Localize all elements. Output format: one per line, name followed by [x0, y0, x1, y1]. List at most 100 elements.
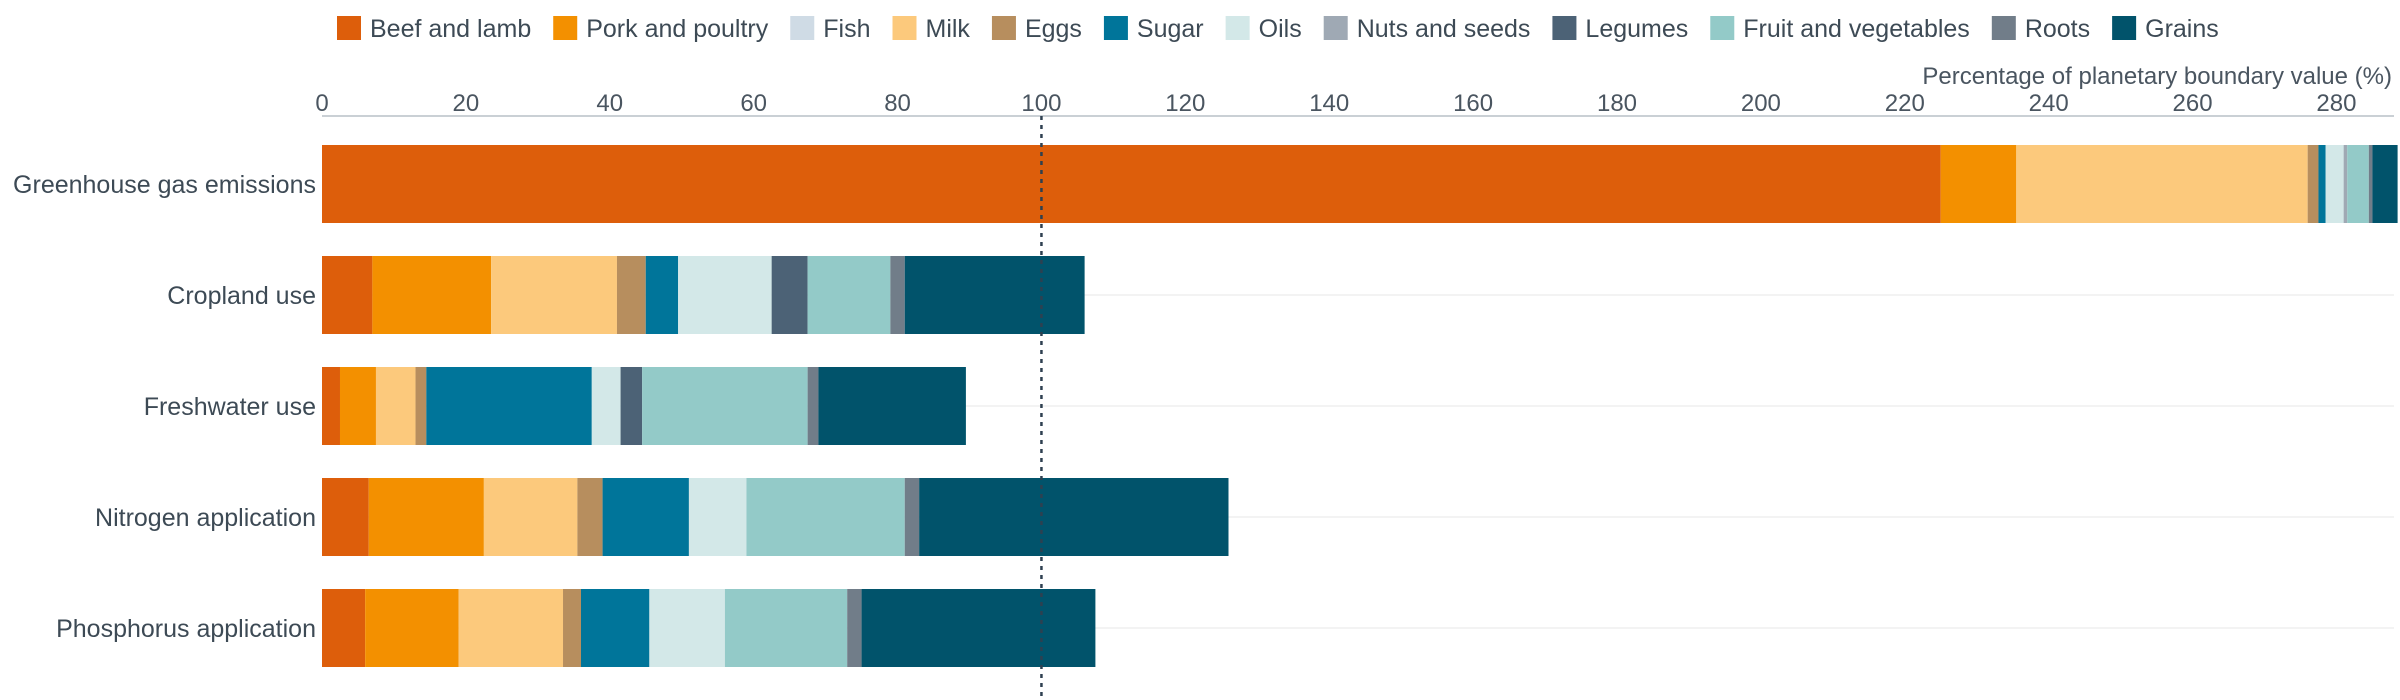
category-label: Phosphorus application — [56, 615, 316, 643]
bar-segment-roots — [807, 367, 819, 445]
bar-segment-eggs — [415, 367, 427, 445]
bar-segment-beef-and-lamb — [322, 478, 369, 556]
legend-swatch-oils — [1225, 16, 1250, 40]
bar-segment-milk — [2016, 145, 2308, 223]
x-tick-label: 0 — [315, 90, 328, 117]
bar-segment-roots — [847, 589, 862, 667]
bar-segment-oils — [678, 256, 772, 334]
bar-segment-roots — [2368, 145, 2373, 223]
legend-label: Milk — [926, 15, 971, 43]
legend-label: Nuts and seeds — [1357, 15, 1531, 43]
bar-segment-legumes — [620, 367, 643, 445]
legend-label: Eggs — [1025, 15, 1082, 43]
bar-segment-milk — [375, 367, 416, 445]
legend-label: Legumes — [1585, 15, 1688, 43]
bar-group-nitrogen-application — [322, 478, 1229, 556]
legend-item-legumes[interactable]: Legumes — [1552, 15, 1688, 43]
bar-segment-pork-and-poultry — [339, 367, 376, 445]
legend-label: Beef and lamb — [370, 15, 531, 43]
bar-segment-pork-and-poultry — [365, 589, 459, 667]
bar-segment-legumes — [771, 256, 808, 334]
x-tick-label: 40 — [596, 90, 623, 117]
bar-segment-pork-and-poultry — [368, 478, 484, 556]
legend-item-eggs[interactable]: Eggs — [991, 15, 1082, 43]
x-tick-label: 180 — [1597, 90, 1637, 117]
legend-swatch-nuts-and-seeds — [1323, 16, 1348, 40]
legend-item-oils[interactable]: Oils — [1225, 15, 1302, 43]
bar-segment-roots — [890, 256, 905, 334]
bar-segment-grains — [861, 589, 1096, 667]
x-axis-title: Percentage of planetary boundary value (… — [1922, 63, 2392, 90]
legend-item-pork-and-poultry[interactable]: Pork and poultry — [553, 15, 769, 43]
legend-swatch-sugar — [1103, 16, 1128, 40]
gridlines — [322, 294, 2394, 629]
x-tick-label: 200 — [1741, 90, 1781, 117]
legend-swatch-fish — [790, 16, 815, 40]
legend-item-fruit-and-vegetables[interactable]: Fruit and vegetables — [1710, 15, 1970, 43]
bar-segment-beef-and-lamb — [322, 256, 373, 334]
bar-segment-beef-and-lamb — [322, 145, 1941, 223]
bar-segment-fruit-and-vegetables — [642, 367, 808, 445]
bar-segment-sugar — [602, 478, 689, 556]
x-tick-label: 260 — [2173, 90, 2213, 117]
legend-swatch-grains — [2112, 16, 2137, 40]
bar-segment-eggs — [577, 478, 603, 556]
bar-segment-nuts-and-seeds — [2343, 145, 2348, 223]
bar-segment-eggs — [563, 589, 581, 667]
legend-label: Grains — [2145, 15, 2219, 43]
legend-label: Oils — [1259, 15, 1302, 43]
bar-segment-oils — [2325, 145, 2344, 223]
x-axis: 0 20 40 60 80 100 120 140 160 180 200 220 240 260 280P… — [315, 63, 2394, 117]
legend-label: Fruit and vegetables — [1743, 15, 1970, 43]
category-label: Nitrogen application — [95, 504, 316, 532]
category-label: Freshwater use — [144, 393, 316, 421]
bar-segment-beef-and-lamb — [322, 589, 366, 667]
bar-segment-grains — [904, 256, 1085, 334]
bar-segment-pork-and-poultry — [1940, 145, 2017, 223]
legend-item-sugar[interactable]: Sugar — [1103, 15, 1204, 43]
legend-item-nuts-and-seeds[interactable]: Nuts and seeds — [1323, 15, 1531, 43]
category-labels: Greenhouse gas emissions Cropland use Fres… — [13, 171, 316, 643]
legend-item-milk[interactable]: Milk — [892, 15, 971, 43]
legend-swatch-roots — [1991, 16, 2016, 40]
legend-label: Roots — [2025, 15, 2090, 43]
bars — [322, 145, 2398, 667]
bar-segment-fruit-and-vegetables — [807, 256, 891, 334]
legend-item-beef-and-lamb[interactable]: Beef and lamb — [337, 15, 531, 43]
x-tick-label: 240 — [2029, 90, 2069, 117]
legend-item-roots[interactable]: Roots — [1991, 15, 2090, 43]
legend-swatch-beef-and-lamb — [337, 16, 361, 40]
x-tick-label: 140 — [1309, 90, 1349, 117]
bar-segment-sugar — [581, 589, 650, 667]
x-tick-label: 100 — [1021, 90, 1061, 117]
bar-segment-roots — [904, 478, 920, 556]
bar-segment-sugar — [645, 256, 679, 334]
x-tick-label: 20 — [453, 90, 480, 117]
bar-group-cropland-use — [322, 256, 1085, 334]
legend-label: Pork and poultry — [586, 15, 769, 43]
bar-segment-grains — [818, 367, 966, 445]
legend-label: Fish — [823, 15, 870, 43]
x-tick-label: 160 — [1453, 90, 1493, 117]
x-tick-label: 120 — [1165, 90, 1205, 117]
bar-segment-fruit-and-vegetables — [2347, 145, 2369, 223]
legend-swatch-milk — [892, 16, 917, 40]
legend-item-grains[interactable]: Grains — [2112, 15, 2219, 43]
bar-segment-oils — [591, 367, 621, 445]
legend-item-fish[interactable]: Fish — [790, 15, 871, 43]
bar-group-phosphorus-application — [322, 589, 1096, 667]
bar-segment-milk — [491, 256, 617, 334]
legend-swatch-legumes — [1552, 16, 1577, 40]
bar-segment-grains — [919, 478, 1229, 556]
legend-swatch-pork-and-poultry — [553, 16, 578, 40]
bar-segment-pork-and-poultry — [372, 256, 492, 334]
bar-segment-sugar — [2318, 145, 2326, 223]
x-tick-label: 60 — [740, 90, 767, 117]
bar-segment-eggs — [616, 256, 646, 334]
legend-swatch-eggs — [991, 16, 1016, 40]
legend: Beef and lamb Pork and poultry Fish Milk Egg… — [337, 15, 2219, 43]
bar-segment-oils — [649, 589, 725, 667]
bar-segment-oils — [688, 478, 747, 556]
legend-swatch-fruit-and-vegetables — [1710, 16, 1735, 40]
